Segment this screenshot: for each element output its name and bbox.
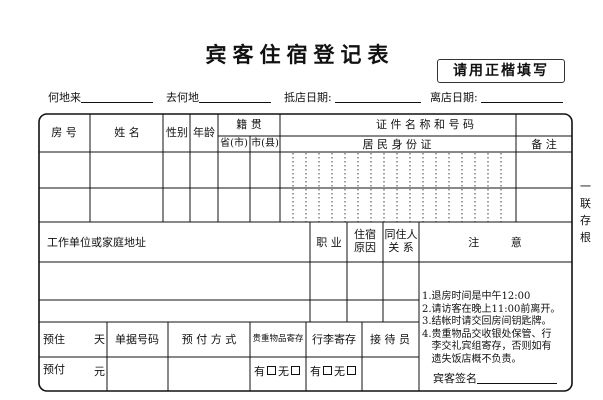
luggage-yes-checkbox[interactable]: [323, 366, 332, 375]
notice-box: 请用正楷填写: [437, 59, 565, 83]
stay-unit: 天: [94, 333, 105, 346]
valuables-no-checkbox[interactable]: [291, 366, 300, 375]
header-province: 省(市): [220, 138, 248, 149]
form-title: 宾客住宿登记表: [205, 42, 395, 67]
arrival-label: 抵店日期:: [284, 91, 332, 104]
relation-header-1: 同住人: [384, 228, 418, 241]
header-city: 市(县): [251, 138, 279, 149]
from-label: 何地来: [48, 91, 81, 104]
header-native-place: 籍 贯: [236, 118, 262, 131]
arrival-date-field[interactable]: 抵店日期:: [284, 91, 422, 104]
notes-header: 注 意: [468, 236, 522, 249]
header-id-title: 证 件 名 称 和 号 码: [376, 118, 474, 131]
address-header: 工作单位或家庭地址: [47, 236, 146, 249]
reason-header-2: 原因: [354, 241, 376, 254]
luggage-header: 行李寄存: [312, 333, 356, 346]
prepay-unit: 元: [94, 365, 105, 378]
departure-label: 离店日期:: [430, 91, 478, 104]
header-room-no: 房 号: [51, 126, 77, 139]
header-id-type: 居 民 身 份 证: [362, 138, 432, 151]
header-gender: 性别: [166, 126, 188, 139]
receptionist-header: 接 待 员: [370, 333, 410, 346]
occupation-header: 职 业: [316, 236, 342, 249]
guest-signature[interactable]: 宾客签名: [433, 373, 557, 384]
receipt-header: 单据号码: [115, 333, 159, 346]
stay-label: 预住: [43, 333, 65, 346]
from-field[interactable]: 何地来: [48, 92, 153, 103]
side-label-stub: 一联存根: [580, 180, 591, 244]
header-remark: 备 注: [531, 138, 557, 151]
luggage-choice: 有无: [310, 366, 356, 377]
valuables-choice: 有无: [254, 366, 300, 377]
valuables-yes-checkbox[interactable]: [267, 366, 276, 375]
reason-header-1: 住宿: [354, 228, 376, 241]
header-age: 年龄: [193, 126, 215, 139]
luggage-no-checkbox[interactable]: [347, 366, 356, 375]
pay-method-header: 预 付 方 式: [181, 333, 237, 346]
to-field[interactable]: 去何地: [166, 92, 271, 103]
to-label: 去何地: [166, 91, 199, 104]
departure-date-field[interactable]: 离店日期:: [430, 91, 564, 104]
prepay-label: 预付: [43, 363, 65, 376]
valuables-header: 贵重物品寄存: [252, 334, 304, 344]
signature-label: 宾客签名: [433, 372, 477, 385]
notes-list: 1.退房时间是中午12:00 2.请访客在晚上11:00前离开。 3.结帐时请交回房…: [422, 291, 561, 365]
header-name: 姓 名: [114, 126, 140, 139]
relation-header-2: 关 系: [388, 241, 414, 254]
